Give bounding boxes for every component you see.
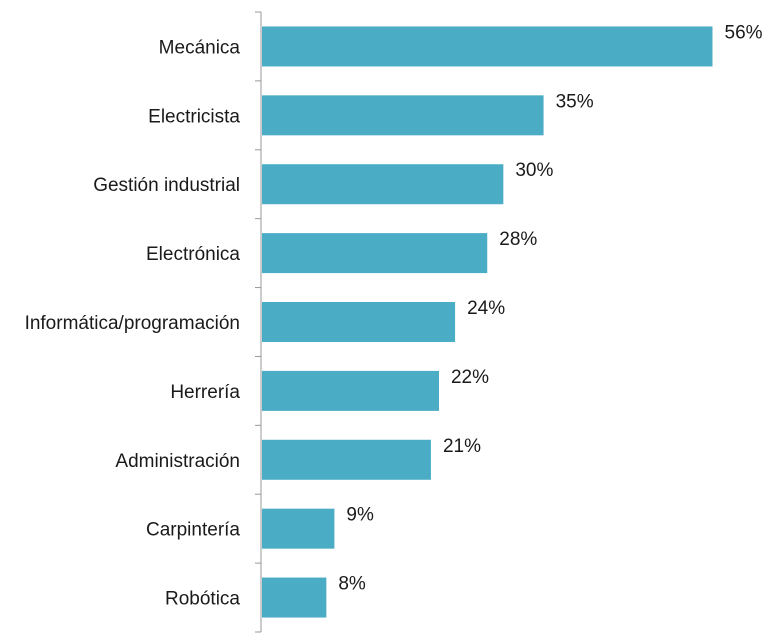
category-label: Informática/programación: [25, 313, 240, 334]
value-label: 35%: [556, 91, 594, 112]
bar: [262, 439, 431, 480]
bar: [262, 233, 488, 274]
bar: [262, 164, 504, 205]
category-label: Robótica: [165, 589, 240, 610]
category-label: Electrónica: [146, 244, 240, 265]
bar: [262, 508, 335, 549]
bar: [262, 95, 544, 136]
value-label: 9%: [346, 505, 374, 526]
bar: [262, 370, 439, 411]
category-label: Electricista: [148, 106, 240, 127]
category-label: Herrería: [170, 382, 240, 403]
value-label: 8%: [338, 574, 366, 595]
category-label: Carpintería: [146, 520, 240, 541]
value-label: 21%: [443, 436, 481, 457]
category-labels: Mecánica Electricista Gestión industrial El…: [25, 37, 241, 609]
category-label: Gestión industrial: [93, 175, 240, 196]
value-labels: 56% 35% 30% 28% 24% 22% 21% 9% 8%: [338, 22, 762, 594]
value-label: 56%: [725, 22, 763, 43]
value-label: 22%: [451, 367, 489, 388]
category-label: Administración: [115, 451, 240, 472]
category-label: Mecánica: [159, 37, 241, 58]
bar: [262, 577, 327, 618]
value-label: 28%: [499, 229, 537, 250]
value-label: 30%: [515, 160, 553, 181]
bar: [262, 302, 456, 342]
axis-group: [255, 11, 262, 633]
bar: [262, 26, 713, 67]
bars-group: [262, 26, 713, 618]
value-label: 24%: [467, 298, 505, 319]
